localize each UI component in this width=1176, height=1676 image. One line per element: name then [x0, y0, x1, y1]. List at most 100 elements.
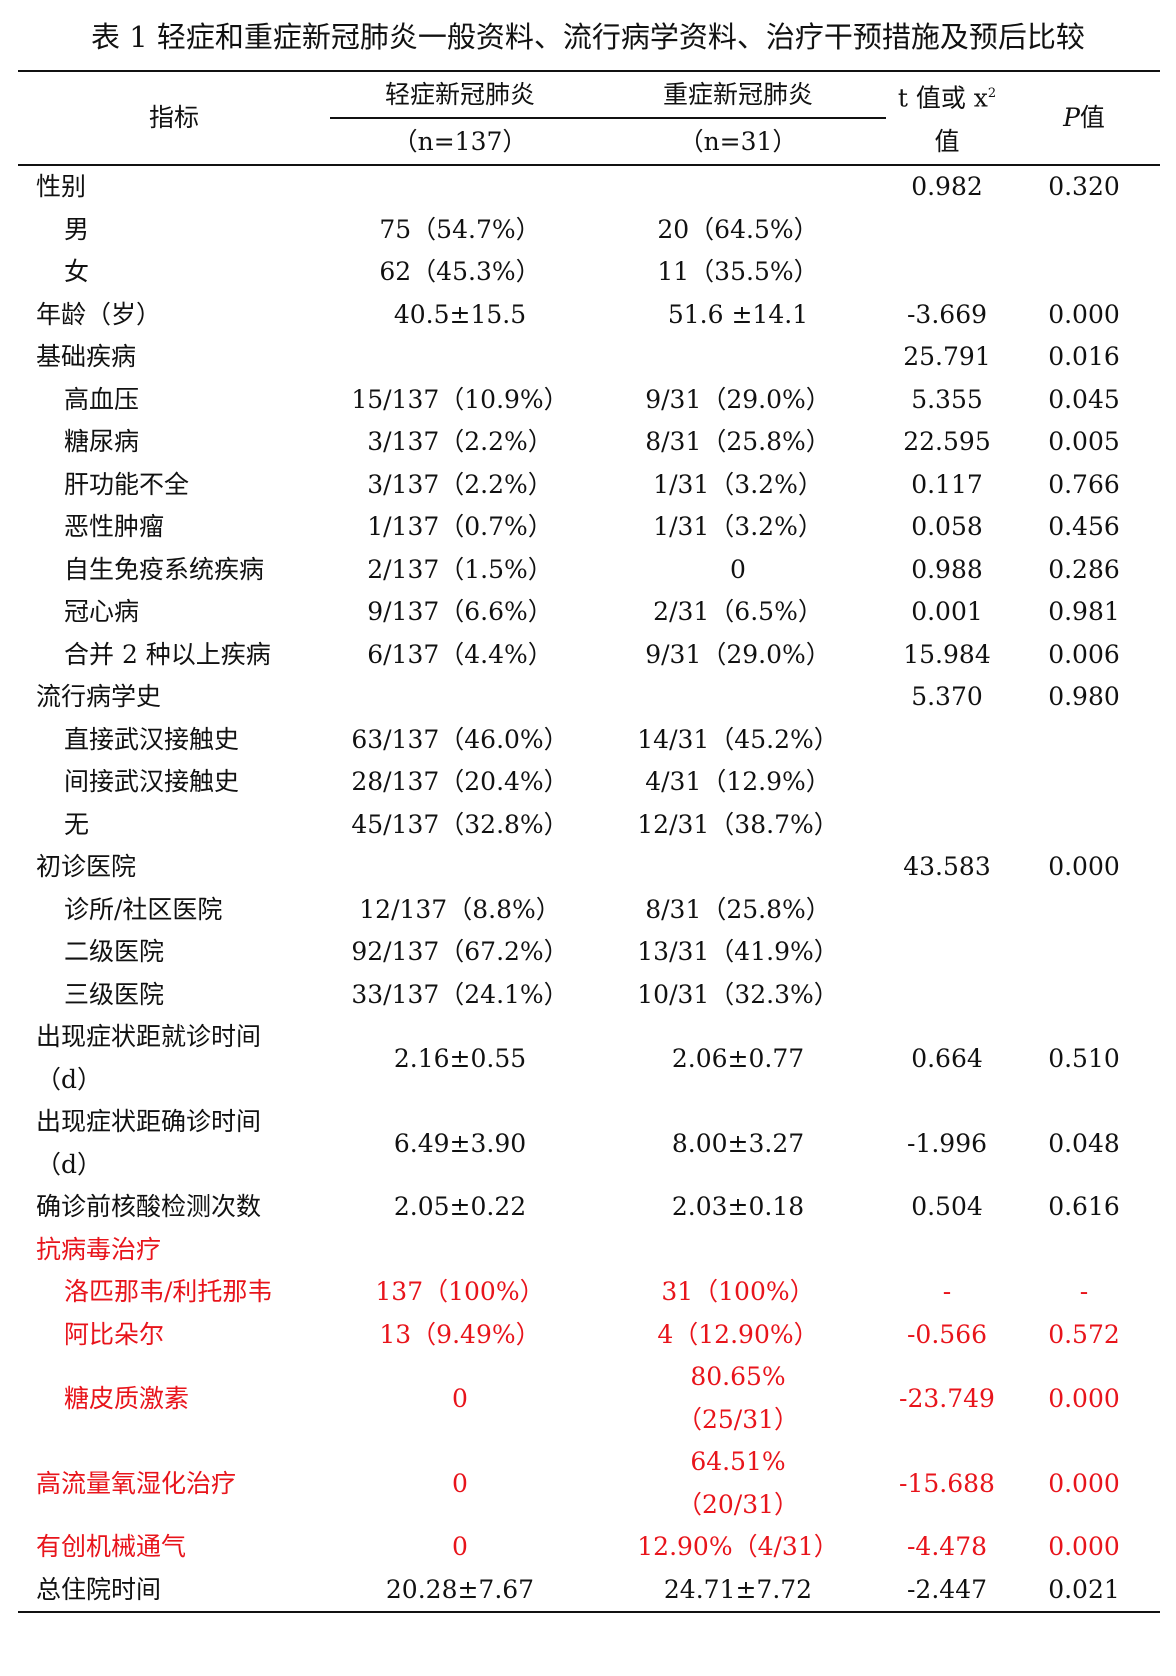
value-cell: 0.000: [1008, 846, 1160, 889]
item-row: 诊所/社区医院 12/137（8.8%） 8/31（25.8%）: [18, 889, 1160, 932]
value-text: 51.6 ±14.1: [667, 299, 809, 329]
value-cell: 0.058: [886, 506, 1008, 549]
value-cell: 0.117: [886, 464, 1008, 507]
value-cell: 4（12.90%）: [590, 1314, 886, 1357]
value-text: 0: [452, 1468, 468, 1498]
label-text: 性别: [36, 172, 87, 202]
row-label: 男: [18, 209, 330, 252]
label-text: 阿比朵尔: [64, 1319, 165, 1349]
item-row: 冠心病 9/137（6.6%） 2/31（6.5%） 0.001 0.981: [18, 591, 1160, 634]
value-text: -23.749: [899, 1383, 995, 1413]
value-text: 13/31（41.9%）: [637, 937, 839, 967]
value-cell: 1/137（0.7%）: [330, 506, 590, 549]
value-cell: [590, 846, 886, 889]
value-text: 0.510: [1048, 1043, 1120, 1073]
value-cell: 0.664: [886, 1016, 1008, 1101]
row-label: 恶性肿瘤: [18, 506, 330, 549]
value-cell: 20.28±7.67: [330, 1568, 590, 1614]
section-row: 有创机械通气 0 12.90%（4/31） -4.478 0.000: [18, 1526, 1160, 1569]
value-cell: 0.016: [1008, 336, 1160, 379]
value-text: 2/137（1.5%）: [367, 554, 553, 584]
item-row: 男 75（54.7%） 20（64.5%）: [18, 209, 1160, 252]
header-text: 指标: [148, 103, 199, 133]
value-text: 2.03±0.18: [671, 1192, 805, 1222]
row-label: 年龄（岁）: [18, 294, 330, 337]
header-cell: （n=31）: [590, 118, 886, 167]
header-text: 值: [934, 127, 960, 157]
value-text: 31（100%）: [661, 1277, 815, 1307]
value-text: 80.65%: [690, 1362, 786, 1392]
value-cell: [1008, 974, 1160, 1017]
value-text: 40.5±15.5: [393, 299, 527, 329]
value-cell: 0: [330, 1356, 590, 1441]
value-cell: 8/31（25.8%）: [590, 421, 886, 464]
value-text: 0.045: [1048, 384, 1120, 414]
value-text: 6.49±3.90: [393, 1128, 527, 1158]
section-row: 出现症状距就诊时间 （d） 2.16±0.55 2.06±0.77 0.664 0.510: [18, 1016, 1160, 1101]
value-cell: 0.616: [1008, 1186, 1160, 1229]
header-text: （n=137）: [392, 126, 528, 156]
value-cell: [590, 336, 886, 379]
label-text: （d）: [36, 1149, 103, 1179]
value-text: 0.005: [1048, 427, 1120, 457]
value-cell: 0.456: [1008, 506, 1160, 549]
row-label: 糖尿病: [18, 421, 330, 464]
item-row: 二级医院 92/137（67.2%） 13/31（41.9%）: [18, 931, 1160, 974]
label-text: 冠心病: [64, 597, 140, 627]
value-cell: -15.688: [886, 1441, 1008, 1526]
row-label: 间接武汉接触史: [18, 761, 330, 804]
value-cell: 0.045: [1008, 379, 1160, 422]
value-cell: [590, 676, 886, 719]
label-text: 基础疾病: [36, 342, 137, 372]
value-text: 137（100%）: [375, 1277, 545, 1307]
header-text: P: [1063, 103, 1080, 133]
section-row: 性别 0.982 0.320: [18, 165, 1160, 209]
value-cell: -3.669: [886, 294, 1008, 337]
value-cell: 0.006: [1008, 634, 1160, 677]
value-cell: 0.000: [1008, 1526, 1160, 1569]
value-text: 0.988: [911, 554, 983, 584]
value-text: 1/31（3.2%）: [653, 512, 823, 542]
table-body: 性别 0.982 0.320 男 75（54.7%） 20（64.5%） 女 62（45.3%…: [18, 165, 1160, 1614]
value-text: 25.791: [903, 342, 991, 372]
value-text: 4（12.90%）: [657, 1319, 819, 1349]
value-text: 12/137（8.8%）: [359, 894, 561, 924]
value-text: 0.286: [1048, 554, 1120, 584]
value-cell: -4.478: [886, 1526, 1008, 1569]
value-text: 0.320: [1048, 172, 1120, 202]
value-text: 11（35.5%）: [657, 257, 819, 287]
row-label: 总住院时间: [18, 1568, 330, 1614]
value-text: 0.006: [1048, 639, 1120, 669]
row-label: 冠心病: [18, 591, 330, 634]
value-text: 63/137（46.0%）: [351, 724, 569, 754]
header-row: 指标 轻症新冠肺炎 重症新冠肺炎 t 值或 x2 值 P值: [18, 69, 1160, 167]
value-cell: 2.03±0.18: [590, 1186, 886, 1229]
label-text: 自生免疫系统疾病: [64, 554, 265, 584]
value-cell: 64.51% （20/31）: [590, 1441, 886, 1526]
item-row: 恶性肿瘤 1/137（0.7%） 1/31（3.2%） 0.058 0.456: [18, 506, 1160, 549]
row-label: 高流量氧湿化治疗: [18, 1441, 330, 1526]
value-cell: 2.06±0.77: [590, 1016, 886, 1101]
value-cell: [330, 846, 590, 889]
label-text: 洛匹那韦/利托那韦: [64, 1277, 273, 1307]
superscript: 2: [987, 86, 997, 101]
label-text: （d）: [36, 1064, 103, 1094]
value-cell: 0.021: [1008, 1568, 1160, 1614]
value-text: 8/31（25.8%）: [645, 894, 831, 924]
value-cell: [1008, 931, 1160, 974]
value-cell: 2.16±0.55: [330, 1016, 590, 1101]
value-cell: 75（54.7%）: [330, 209, 590, 252]
value-cell: 0: [330, 1526, 590, 1569]
label-text: 肝功能不全: [64, 469, 190, 499]
label-text: 抗病毒治疗: [36, 1234, 162, 1264]
row-label: 性别: [18, 165, 330, 209]
value-text: 12/31（38.7%）: [637, 809, 839, 839]
value-cell: 10/31（32.3%）: [590, 974, 886, 1017]
value-text: 0.000: [1048, 1383, 1120, 1413]
row-label: 阿比朵尔: [18, 1314, 330, 1357]
header-cell: P值: [1008, 69, 1160, 167]
value-cell: 14/31（45.2%）: [590, 719, 886, 762]
value-cell: 0.005: [1008, 421, 1160, 464]
value-cell: 0.981: [1008, 591, 1160, 634]
row-label: 肝功能不全: [18, 464, 330, 507]
